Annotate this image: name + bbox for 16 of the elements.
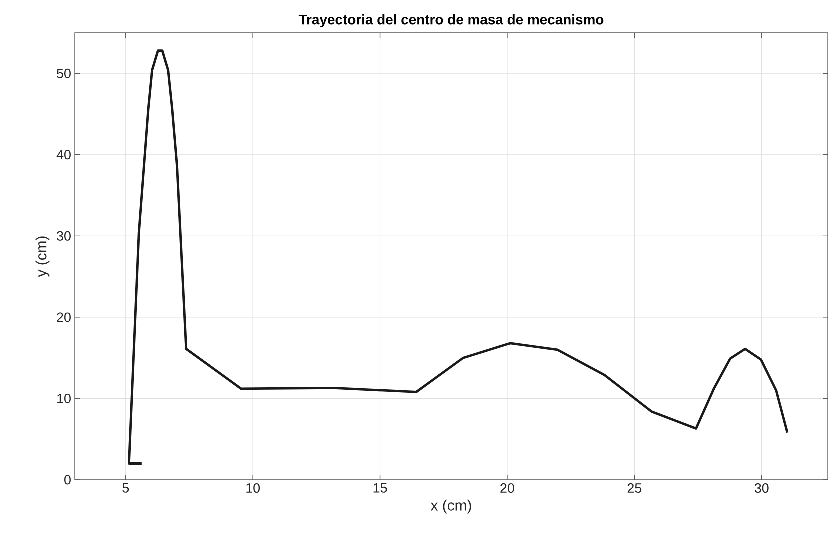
y-tick-label: 10 [58,394,71,404]
x-tick-label: 15 [374,484,388,493]
y-tick-label: 20 [57,312,71,322]
x-tick-label: 5 [122,484,130,493]
y-tick-label: 30 [57,231,71,241]
chart-title: Trayectoria del centro de masa de mecanismo [298,14,604,28]
y-tick-label: 50 [57,68,71,78]
x-tick-label: 20 [500,484,514,494]
x-tick-label: 30 [754,484,769,494]
y-tick-label: 0 [64,475,71,485]
line-series [128,50,789,465]
y-tick-label: 40 [56,150,71,160]
y-axis-title: y (cm) [36,236,50,278]
x-tick-label: 10 [246,484,260,494]
x-axis-title: x (cm) [430,500,472,514]
x-tick-label: 25 [628,484,642,494]
